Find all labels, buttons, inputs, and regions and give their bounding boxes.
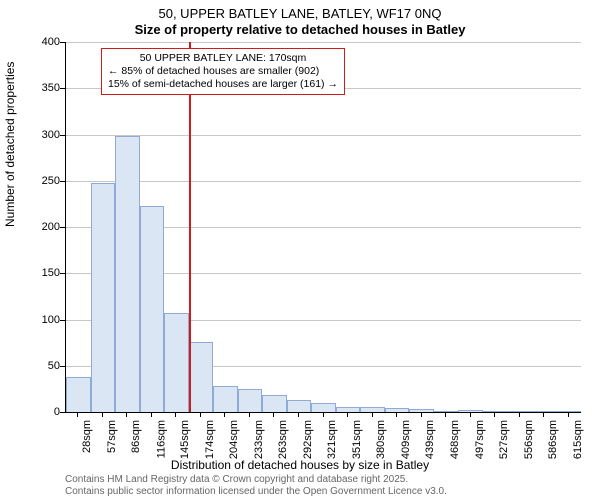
y-tick-label: 200 [20, 221, 60, 233]
annotation-box: 50 UPPER BATLEY LANE: 170sqm← 85% of det… [101, 48, 345, 95]
bar [458, 410, 483, 412]
x-tick-label: 263sqm [277, 420, 289, 459]
x-tick-label: 233sqm [253, 420, 265, 459]
title-address: 50, UPPER BATLEY LANE, BATLEY, WF17 0NQ [0, 6, 600, 21]
x-tick-label: 204sqm [228, 420, 240, 459]
x-tick-label: 86sqm [130, 420, 142, 453]
bar [409, 409, 434, 412]
x-tick-label: 380sqm [376, 420, 388, 459]
annotation-line: 50 UPPER BATLEY LANE: 170sqm [108, 52, 338, 65]
bar [287, 400, 312, 412]
bar [213, 386, 238, 412]
y-tick-label: 50 [20, 360, 60, 372]
bar [66, 377, 91, 412]
x-tick-label: 409sqm [400, 420, 412, 459]
x-tick-label: 497sqm [474, 420, 486, 459]
annotation-line: 15% of semi-detached houses are larger (… [108, 78, 338, 91]
footer-line1: Contains HM Land Registry data © Crown c… [65, 474, 447, 486]
y-tick-label: 150 [20, 267, 60, 279]
x-tick-label: 351sqm [351, 420, 363, 459]
bar [336, 407, 361, 412]
x-tick-label: 57sqm [106, 420, 118, 453]
y-tick-label: 250 [20, 175, 60, 187]
bar [311, 403, 336, 412]
grid-line [66, 42, 581, 43]
bar [556, 411, 581, 412]
y-tick-label: 300 [20, 129, 60, 141]
bar [385, 408, 410, 412]
bar [140, 206, 165, 412]
bar [91, 183, 116, 412]
x-tick-label: 439sqm [425, 420, 437, 459]
bar [507, 411, 532, 412]
x-tick-label: 586sqm [547, 420, 559, 459]
y-tick-label: 400 [20, 36, 60, 48]
bar [115, 136, 140, 412]
bar [360, 407, 385, 412]
x-axis-label: Distribution of detached houses by size … [0, 458, 600, 472]
title-block: 50, UPPER BATLEY LANE, BATLEY, WF17 0NQ … [0, 0, 600, 37]
x-tick-label: 174sqm [204, 420, 216, 459]
x-tick-label: 321sqm [327, 420, 339, 459]
bar [238, 389, 263, 412]
annotation-line: ← 85% of detached houses are smaller (90… [108, 65, 338, 78]
y-axis-label: Number of detached properties [3, 62, 17, 227]
x-tick-label: 615sqm [572, 420, 584, 459]
x-tick-label: 292sqm [302, 420, 314, 459]
chart-container: 50, UPPER BATLEY LANE, BATLEY, WF17 0NQ … [0, 0, 600, 500]
marker-line [189, 42, 191, 412]
bar [189, 342, 214, 412]
y-tick-label: 350 [20, 82, 60, 94]
y-tick-label: 100 [20, 314, 60, 326]
bar [262, 395, 287, 412]
footer: Contains HM Land Registry data © Crown c… [65, 474, 447, 498]
bar [434, 411, 459, 412]
x-tick-label: 468sqm [449, 420, 461, 459]
x-tick-label: 527sqm [498, 420, 510, 459]
grid-line [66, 135, 581, 136]
x-tick-label: 28sqm [81, 420, 93, 453]
bar [532, 411, 557, 412]
grid-line [66, 181, 581, 182]
y-tick-label: 0 [20, 406, 60, 418]
x-tick-label: 145sqm [179, 420, 191, 459]
x-tick-label: 116sqm [155, 420, 167, 458]
footer-line2: Contains public sector information licen… [65, 486, 447, 498]
bar [164, 313, 189, 412]
x-tick-label: 556sqm [523, 420, 535, 459]
bar [483, 411, 508, 412]
plot-area: 50 UPPER BATLEY LANE: 170sqm← 85% of det… [65, 42, 581, 413]
title-subtitle: Size of property relative to detached ho… [0, 22, 600, 37]
